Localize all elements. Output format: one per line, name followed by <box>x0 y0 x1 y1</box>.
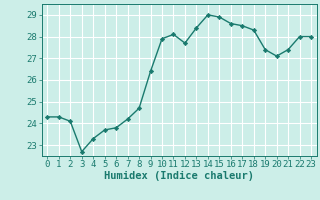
X-axis label: Humidex (Indice chaleur): Humidex (Indice chaleur) <box>104 171 254 181</box>
